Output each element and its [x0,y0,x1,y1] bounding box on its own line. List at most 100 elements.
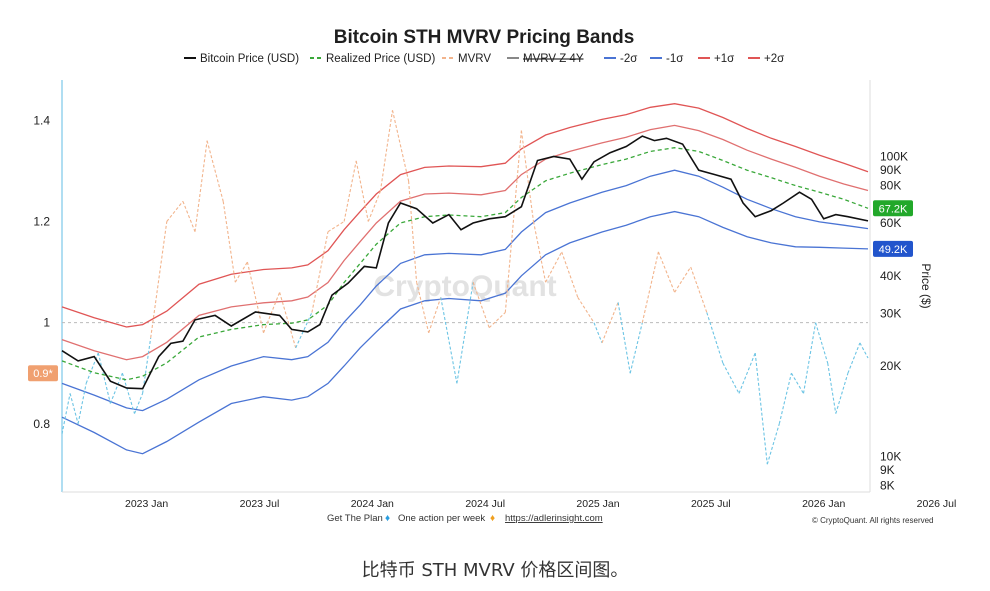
series-mvrv-segment [690,266,708,313]
series-mvrv-segment [617,302,631,374]
chart-grid [61,80,871,493]
series-mvrv-segment [327,221,345,233]
legend-label: Realized Price (USD) [326,53,435,65]
series-mvrv-segment [367,190,381,222]
series-mvrv-segment [790,372,804,394]
right-price-badge [873,240,913,257]
series-mvrv-segment [504,130,522,313]
x-tick-label: 2023 Jul [240,498,280,510]
series-mvrv-segment [577,297,595,323]
right-tick-label: 9K [880,463,895,477]
series-mvrv-segment [379,110,394,192]
left-tick-label: 0.8 [33,417,50,431]
series-mvrv-segment [206,140,224,202]
series-mvrv-segment [416,282,430,333]
series-mvrv-segment [391,110,410,182]
legend-item-realized: Realized Price (USD) [310,53,435,65]
right-price-badge [873,200,913,217]
series-mvrv-segment [355,160,369,222]
series-mvrv-segment [246,261,265,333]
right-tick-label: 60K [880,216,901,230]
diamond-icon: ♦ [490,513,495,524]
series-mvrv-segment [133,393,144,414]
right-tick-label: 40K [880,269,901,283]
legend-item-mvrv: MVRV [442,53,491,65]
series-mvrv-segment [802,322,817,394]
left-axis: 1.4 1.2 1 0.8 0.9* [28,113,58,431]
series-mvrv-segment [657,251,676,293]
series-mvrv-segment [629,322,643,374]
footer-action: One action per week [398,513,485,524]
series-mvrv-segment [532,221,547,283]
footer-link[interactable]: https://adlerinsight.com [505,513,603,524]
series-mvrv-segment [641,251,659,323]
left-tick-label: 1.4 [33,113,50,127]
legend-label: Bitcoin Price (USD) [200,53,299,65]
left-tick-label: 1.2 [33,215,50,229]
left-highlight-badge [28,365,58,382]
legend-label: +1σ [714,53,734,65]
legend-label: -1σ [666,53,683,65]
x-tick-label: 2024 Jan [351,498,394,510]
left-highlight-label: 0.9* [33,368,53,380]
x-tick-label: 2026 Jan [802,498,845,510]
series-mvrv-segment [428,297,442,333]
series-mvrv-segment [166,200,184,222]
image-caption: 比特币 STH MVRV 价格区间图。 [361,560,629,581]
legend-label: MVRV [458,53,491,65]
series-mvrv-segment [343,160,357,222]
series-mvrv-segment [593,322,603,344]
legend-label: -2σ [620,53,637,65]
series-mvrv-segment [182,201,196,232]
series-mvrv-segment [815,322,829,364]
series-mvrv-segment [766,423,780,465]
series-mvrv-segment [295,312,313,349]
series-mvrv-segment [778,373,792,424]
series-mvrv-segment [520,130,535,222]
chart-legend: Bitcoin Price (USD) Realized Price (USD) M… [184,53,784,65]
series-mvrv-segment [847,342,861,374]
right-price-badge-label: 67.2K [879,203,908,215]
legend-item-m2: -2σ [604,53,637,65]
series-mvrv-segment [85,352,99,384]
series-mvrv-segment [706,312,724,364]
right-tick-label: 8K [880,478,895,492]
x-axis: 2023 Jan 2023 Jul 2024 Jan 2024 Jul 2025 Jan… [125,498,956,510]
series-mvrv-segment [754,352,768,465]
series-minus-2-sigma [61,210,869,455]
right-tick-label: 10K [880,449,901,463]
legend-item-m1: -1σ [650,53,683,65]
sth-mvrv-chart: Bitcoin STH MVRV Pricing Bands Bitcoin P… [28,27,956,525]
series-plus-2-sigma [61,103,869,328]
legend-item-p2: +2σ [748,53,784,65]
series-mvrv-segment [408,181,418,283]
chart-series [61,103,869,465]
series-mvrv-segment [440,297,458,384]
series-mvrv-segment [827,363,837,414]
series-mvrv-segment [77,383,87,424]
right-price-badge-label: 49.2K [879,244,908,256]
chart-footer: Get The Plan ♦ One action per week ♦ htt… [327,513,934,525]
series-mvrv-segment [601,302,619,344]
series-mvrv-segment [262,292,281,334]
series-mvrv-segment [488,312,506,329]
series-mvrv-segment [545,251,563,283]
series-realized-price [61,147,869,381]
x-tick-label: 2025 Jul [691,498,731,510]
left-tick-label: 1 [43,316,50,330]
right-tick-label: 90K [880,163,901,177]
right-tick-label: 30K [880,306,901,320]
series-bitcoin-price [61,135,869,390]
watermark-text: CryptoQuant [373,270,556,303]
footer-copyright: © CryptoQuant. All rights reserved [812,516,934,525]
x-tick-label: 2024 Jul [465,498,505,510]
chart-title: Bitcoin STH MVRV Pricing Bands [334,27,635,48]
series-mvrv-segment [311,231,329,313]
right-axis-label: Price ($) [919,263,933,308]
series-mvrv-segment [222,201,236,283]
series-mvrv-segment [738,352,756,394]
series-mvrv-segment [97,352,111,404]
legend-item-btc: Bitcoin Price (USD) [184,53,299,65]
series-plus-1-sigma [61,124,869,361]
